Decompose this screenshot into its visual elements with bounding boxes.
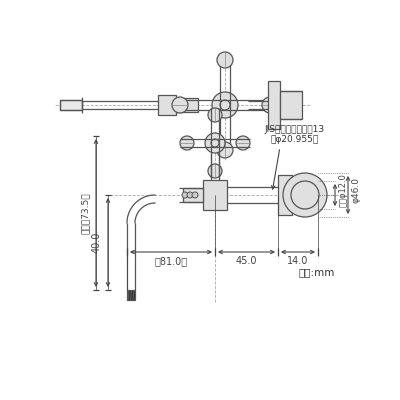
Text: 単位:mm: 単位:mm [299,267,335,277]
Circle shape [192,192,198,198]
Circle shape [208,164,222,178]
Text: 40.0: 40.0 [92,232,102,253]
Text: 45.0: 45.0 [236,256,257,266]
Bar [183,188,203,202]
Bar [203,180,227,210]
Bar [268,81,280,129]
Circle shape [172,97,188,113]
Text: （81.0）: （81.0） [154,256,188,266]
Circle shape [205,133,225,153]
Text: （φ20.955）: （φ20.955） [271,136,319,144]
Circle shape [283,173,327,217]
Circle shape [182,192,188,198]
Circle shape [208,108,222,122]
Bar [278,175,292,215]
Circle shape [217,142,233,158]
Circle shape [217,52,233,68]
Text: （最夤73.5）: （最夤73.5） [80,192,90,234]
Text: φ46.0: φ46.0 [352,177,360,203]
Text: JIS給水栓取付ねじ13: JIS給水栓取付ねじ13 [265,126,325,134]
Text: 14.0: 14.0 [287,256,309,266]
Bar [158,95,176,115]
Bar [292,181,318,209]
Circle shape [262,97,278,113]
Circle shape [180,136,194,150]
Bar [176,98,198,112]
Text: 内径φ12.0: 内径φ12.0 [338,173,348,207]
Circle shape [187,192,193,198]
Circle shape [236,136,250,150]
Bar [280,91,302,119]
Circle shape [212,92,238,118]
Bar [60,100,82,110]
Bar [127,290,135,300]
